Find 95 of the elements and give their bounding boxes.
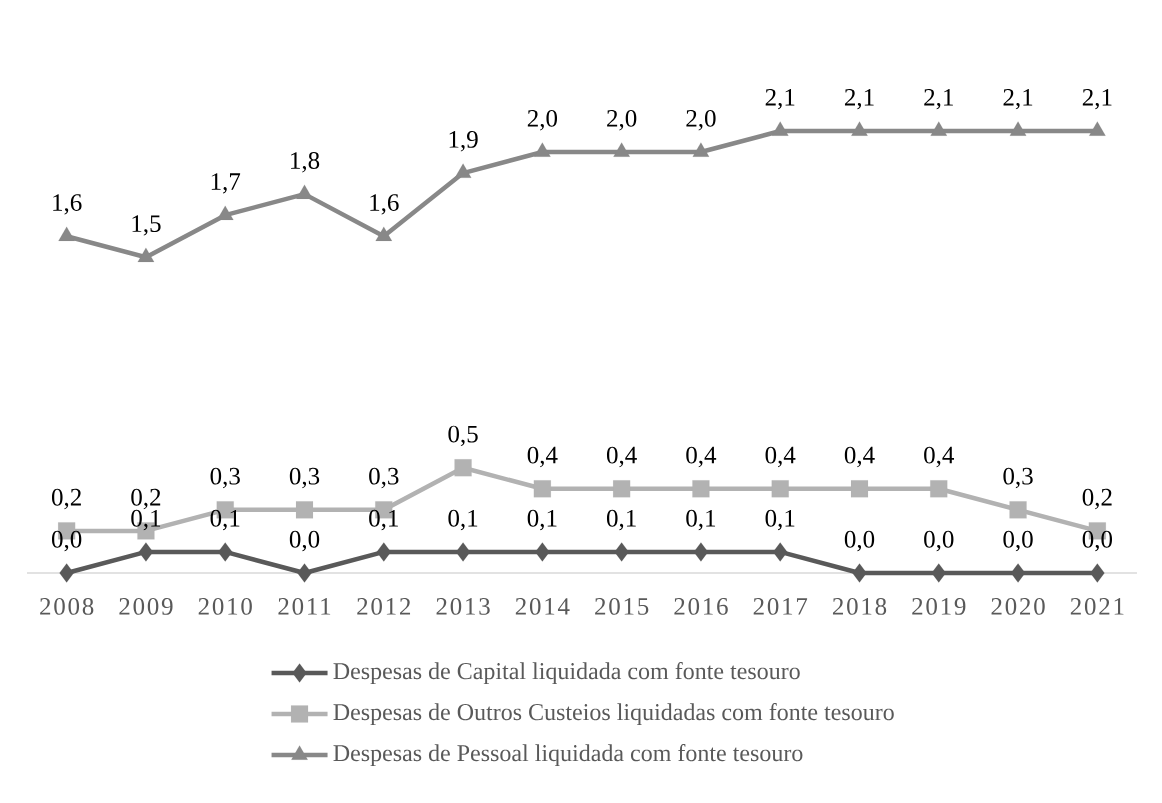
point: [534, 142, 551, 157]
data-label: 2,0: [607, 109, 637, 131]
data-label: 1,5: [132, 215, 161, 236]
data-label: 2,1: [924, 88, 953, 110]
point: [931, 563, 946, 583]
x-tick-label: 2018: [832, 597, 887, 615]
point: [850, 480, 869, 498]
data-label: 0,0: [1003, 530, 1033, 552]
data-label: 0,0: [289, 530, 320, 552]
data-label: 0,0: [924, 530, 954, 552]
data-label: 1,6: [53, 194, 82, 215]
point: [375, 226, 393, 242]
point: [613, 142, 630, 157]
point: [58, 226, 75, 242]
data-label: 0,4: [844, 446, 875, 468]
legend-label: Despesas de Outros Custeios liquidadas com fonte tesouro: [333, 703, 894, 726]
point: [138, 542, 154, 562]
data-label: 0,4: [765, 446, 796, 468]
data-label: 0,2: [51, 488, 81, 510]
point: [773, 542, 788, 562]
data-label: 0,2: [1082, 488, 1112, 510]
point: [692, 480, 710, 498]
data-label: 2,1: [765, 88, 795, 110]
x-tick-label: 2021: [1070, 597, 1124, 615]
x-tick-label: 2014: [515, 597, 570, 615]
x-tick-label: 2008: [40, 597, 94, 615]
data-label: 0,1: [527, 509, 557, 531]
data-label: 0,3: [210, 467, 240, 489]
legend-label: Despesas de Pessoal liquidada com fonte tesouro: [333, 744, 803, 767]
data-label: 0,4: [686, 446, 717, 468]
data-label: 2,1: [844, 88, 874, 110]
data-label: 0,1: [369, 509, 398, 531]
data-label: 0,2: [131, 488, 161, 510]
point: [930, 480, 948, 498]
point: [1010, 563, 1026, 583]
point: [535, 542, 550, 562]
data-label: 0,4: [527, 446, 558, 468]
data-label: 2,1: [1003, 88, 1033, 110]
x-tick-label: 2011: [278, 597, 331, 615]
point: [693, 542, 709, 562]
point: [455, 542, 471, 562]
data-label: 0,3: [369, 467, 399, 489]
point: [59, 563, 74, 583]
point: [296, 184, 313, 199]
data-label: 1,9: [449, 131, 478, 152]
point: [1009, 121, 1027, 136]
data-label: 1,6: [370, 194, 399, 215]
x-tick-label: 2012: [357, 597, 411, 615]
point: [218, 542, 233, 562]
data-label: 0,3: [1003, 467, 1033, 489]
x-tick-label: 2015: [595, 597, 649, 615]
data-label: 0,0: [1082, 530, 1113, 552]
data-label: 2,0: [686, 109, 716, 131]
data-label: 1,7: [211, 173, 241, 194]
point: [851, 121, 868, 136]
data-label: 0,0: [51, 530, 82, 552]
point: [930, 121, 948, 136]
data-label: 0,0: [844, 530, 875, 552]
point: [137, 247, 155, 263]
point: [1090, 563, 1105, 583]
x-tick-label: 2013: [436, 597, 490, 615]
data-label: 0,4: [924, 446, 955, 468]
data-label: 0,1: [606, 509, 636, 531]
data-label: 2,0: [527, 109, 558, 131]
x-tick-label: 2009: [119, 597, 173, 615]
point: [454, 163, 472, 178]
point: [1009, 501, 1027, 519]
x-tick-label: 2016: [674, 597, 728, 615]
data-label: 0,1: [131, 509, 161, 531]
legend-label: Despesas de Capital liquidada com fonte tesouro: [333, 662, 800, 685]
data-label: 0,1: [210, 509, 240, 531]
point: [376, 542, 391, 562]
x-tick-label: 2017: [753, 597, 808, 615]
data-label: 1,8: [291, 152, 320, 173]
data-label: 0,5: [448, 425, 478, 447]
data-label: 0,3: [289, 467, 320, 489]
point: [533, 480, 551, 498]
data-label: 0,1: [448, 509, 478, 531]
point: [771, 121, 789, 136]
data-label: 0,4: [606, 446, 637, 468]
x-tick-label: 2010: [198, 597, 252, 615]
point: [852, 563, 867, 583]
point: [295, 501, 314, 519]
point: [297, 563, 312, 583]
point: [771, 480, 789, 498]
point: [692, 142, 710, 157]
point: [454, 459, 472, 477]
x-tick-label: 2020: [991, 597, 1045, 615]
data-label: 0,1: [686, 509, 716, 531]
point: [613, 480, 631, 498]
point: [1089, 121, 1106, 136]
data-label: 0,1: [765, 509, 795, 531]
point: [614, 542, 629, 562]
x-tick-label: 2019: [912, 597, 966, 615]
data-label: 2,1: [1082, 88, 1112, 110]
